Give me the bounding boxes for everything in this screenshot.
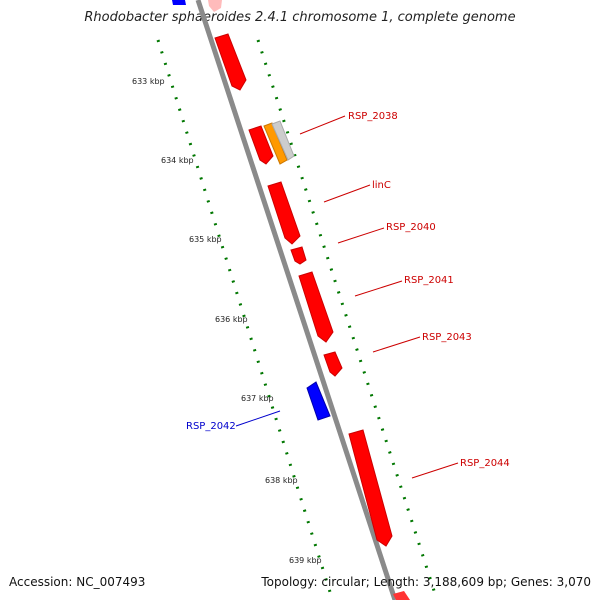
gene-arrow-bottom [393, 591, 410, 600]
gene-label: RSP_2044 [460, 458, 510, 469]
gene-arrow [248, 125, 274, 165]
gene-arrow-reverse [306, 381, 331, 421]
gene-label: RSP_2042 [186, 421, 236, 432]
label-leaders [235, 115, 459, 479]
genome-summary-text: Topology: circular; Length: 3,188,609 bp… [261, 575, 591, 589]
gene-arrow [298, 271, 334, 343]
gene-arrow [267, 181, 301, 245]
gene-arrow [214, 33, 247, 91]
scale-tick-labels: 633 kbp 634 kbp 635 kbp 636 kbp 637 kbp … [132, 77, 322, 565]
map-title: Rhodobacter sphaeroides 2.4.1 chromosome… [84, 10, 516, 25]
tick-label: 638 kbp [265, 476, 298, 485]
feature-grey [271, 120, 295, 161]
gene-arrow [323, 351, 343, 377]
tick-label: 634 kbp [161, 156, 194, 165]
gene-arrow-blue-top [172, 0, 186, 5]
gene-label: RSP_2040 [386, 222, 436, 233]
chromosome-backbone [195, 0, 398, 600]
gene-labels: RSP_2038 linC RSP_2040 RSP_2041 RSP_2043… [186, 111, 510, 469]
accession-text: Accession: NC_007493 [9, 575, 146, 589]
tick-label: 635 kbp [189, 235, 222, 244]
tick-label: 633 kbp [132, 77, 165, 86]
gene-arrow-pink-top [208, 0, 222, 12]
tick-label: 639 kbp [289, 556, 322, 565]
tick-label: 637 kbp [241, 394, 274, 403]
feature-orange [263, 122, 288, 165]
gene-label: RSP_2038 [348, 111, 398, 122]
gene-label: linC [372, 180, 391, 191]
tick-label: 636 kbp [215, 315, 248, 324]
outer-scale-ring [256, 39, 439, 600]
gene-arrow [290, 246, 307, 265]
gene-label: RSP_2043 [422, 332, 472, 343]
gene-arrow [348, 429, 393, 547]
inner-scale-ring [156, 39, 332, 593]
gene-label: RSP_2041 [404, 275, 454, 286]
